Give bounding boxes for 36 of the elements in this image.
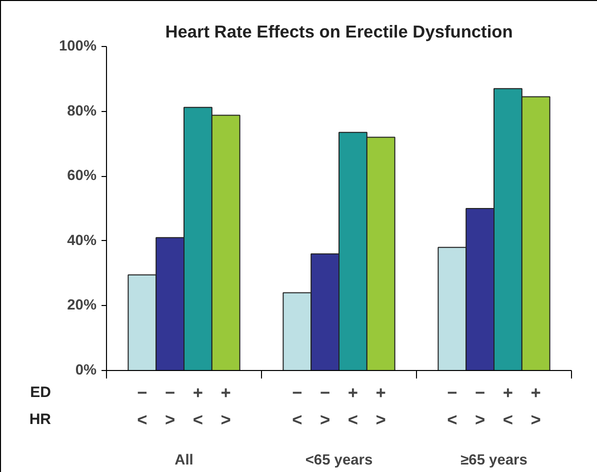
text: < bbox=[502, 410, 514, 430]
text: − bbox=[474, 382, 486, 402]
y-tick-label: 0% bbox=[75, 362, 97, 378]
x-tick-label: <65 years bbox=[305, 452, 373, 468]
text: HR bbox=[29, 410, 51, 430]
text: < bbox=[137, 410, 148, 430]
text: + bbox=[348, 382, 358, 402]
y-tick-label: 100% bbox=[59, 38, 97, 54]
text: − bbox=[164, 382, 176, 402]
text: + bbox=[220, 382, 231, 402]
chart-title: Heart Rate Effects on Erectile Dysfunction bbox=[165, 22, 513, 42]
text: − bbox=[292, 382, 302, 402]
text: > bbox=[474, 410, 486, 430]
text: > bbox=[164, 410, 176, 430]
text: > bbox=[220, 410, 231, 430]
text: − bbox=[137, 382, 148, 402]
text: < bbox=[292, 410, 302, 430]
y-tick-label: 20% bbox=[67, 298, 97, 314]
text: − bbox=[447, 382, 458, 402]
text: ED bbox=[29, 383, 51, 403]
text: > bbox=[376, 410, 386, 430]
text: + bbox=[376, 382, 386, 402]
text: < bbox=[348, 410, 358, 430]
text: + bbox=[502, 382, 514, 402]
text: − bbox=[320, 382, 330, 402]
text: < bbox=[192, 410, 204, 430]
text: + bbox=[530, 382, 541, 402]
text: > bbox=[530, 410, 541, 430]
text: < bbox=[447, 410, 458, 430]
y-tick-label: 80% bbox=[67, 103, 97, 120]
x-tick-label: All bbox=[174, 452, 194, 468]
y-tick-label: 60% bbox=[67, 168, 97, 184]
text: > bbox=[320, 410, 330, 430]
y-tick-label: 40% bbox=[67, 232, 97, 249]
text: + bbox=[192, 382, 204, 402]
x-tick-label: ≥65 years bbox=[460, 452, 528, 468]
